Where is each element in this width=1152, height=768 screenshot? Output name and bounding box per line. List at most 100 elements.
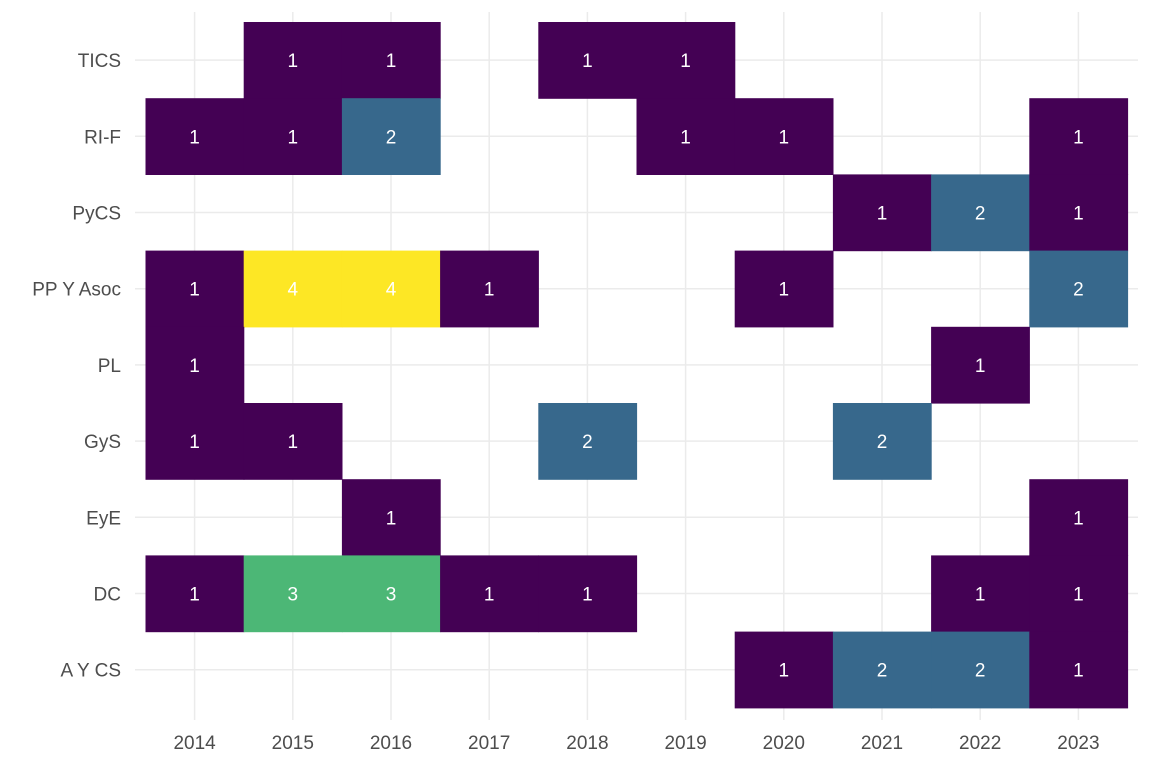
x-tick-label: 2016	[370, 733, 412, 754]
y-tick-label: DC	[94, 585, 121, 606]
cell-value-label: 1	[680, 127, 691, 148]
heatmap-cell	[734, 631, 834, 709]
cell-value-label: 1	[386, 508, 397, 529]
heatmap-cell	[1029, 631, 1129, 709]
cell-value-label: 1	[288, 432, 299, 453]
cell-value-label: 4	[288, 280, 299, 301]
cell-value-label: 1	[1073, 204, 1084, 225]
heatmap-cell	[243, 555, 343, 633]
cell-value-label: 2	[582, 432, 593, 453]
y-tick-label: RI-F	[84, 127, 121, 148]
cell-value-label: 1	[779, 127, 790, 148]
heatmap-cell	[341, 555, 441, 633]
heatmap-cell	[931, 555, 1030, 633]
y-tick-label: PL	[98, 356, 121, 377]
cell-value-label: 1	[779, 280, 790, 301]
cell-value-label: 1	[975, 356, 986, 377]
x-tick-label: 2015	[272, 733, 314, 754]
cell-value-label: 2	[1073, 280, 1084, 301]
heatmap-cell	[538, 555, 638, 633]
heatmap-cell	[243, 250, 343, 328]
heatmap-cell	[1029, 479, 1129, 556]
heatmap-cell	[243, 403, 343, 480]
x-tick-label: 2023	[1057, 733, 1099, 754]
cell-value-label: 1	[189, 585, 200, 606]
heatmap-cell	[440, 555, 539, 633]
heatmap-cell	[243, 98, 343, 175]
cell-value-label: 1	[1073, 585, 1084, 606]
x-tick-label: 2021	[861, 733, 903, 754]
cell-value-label: 2	[877, 432, 888, 453]
x-tick-label: 2014	[173, 733, 216, 754]
cell-value-label: 1	[189, 356, 200, 377]
x-tick-label: 2020	[763, 733, 805, 754]
heatmap-cell	[636, 98, 736, 175]
heatmap-cell	[145, 555, 245, 633]
cell-value-label: 1	[1073, 127, 1084, 148]
cell-value-label: 3	[288, 585, 299, 606]
heatmap-cell	[832, 403, 932, 480]
x-tick-label: 2017	[468, 733, 510, 754]
y-tick-label: PyCS	[72, 204, 121, 225]
heatmap-cell	[145, 326, 245, 404]
cell-value-label: 2	[877, 661, 888, 682]
heatmap-cell	[145, 98, 245, 175]
y-tick-label: EyE	[86, 508, 121, 529]
cell-value-label: 1	[582, 51, 593, 72]
heatmap-cell	[832, 174, 932, 252]
cell-value-label: 4	[386, 280, 397, 301]
y-tick-label: TICS	[78, 51, 121, 72]
heatmap-cell	[931, 631, 1030, 709]
heatmap-cell	[145, 403, 245, 480]
cell-value-label: 1	[975, 585, 986, 606]
y-tick-label: GyS	[84, 432, 121, 453]
cell-value-label: 1	[484, 585, 495, 606]
heatmap-cell	[341, 98, 441, 175]
cell-value-label: 2	[975, 204, 986, 225]
cell-value-label: 2	[975, 661, 986, 682]
heatmap-cell	[734, 250, 834, 328]
heatmap-cell	[931, 326, 1030, 404]
cell-value-label: 1	[189, 280, 200, 301]
heatmap-cell	[145, 250, 245, 328]
heatmap-cell	[636, 22, 736, 99]
heatmap-cell	[931, 174, 1030, 252]
heatmap-cell	[538, 22, 638, 99]
cell-value-label: 2	[386, 127, 397, 148]
heatmap-cell	[1029, 98, 1129, 175]
cell-value-label: 1	[189, 432, 200, 453]
cell-value-label: 1	[1073, 661, 1084, 682]
cell-value-label: 1	[1073, 508, 1084, 529]
cell-value-label: 1	[189, 127, 200, 148]
heatmap-cell	[440, 250, 539, 328]
x-tick-label: 2019	[664, 733, 706, 754]
cell-value-label: 1	[288, 51, 299, 72]
y-tick-label: A Y CS	[60, 661, 121, 682]
heatmap-cell	[538, 403, 638, 480]
heatmap-cell	[341, 22, 441, 99]
x-tick-label: 2018	[566, 733, 608, 754]
heatmap-cell	[1029, 174, 1129, 252]
x-tick-label: 2022	[959, 733, 1001, 754]
cell-value-label: 1	[288, 127, 299, 148]
cell-value-labels: 1 1 1 1 1 1 2 1 1 1 1 2 1 1 4 4 1 1 2 1 1 1 1 2 2 1 1 1 3 3 1 1 1 1 1 2 2 1	[189, 51, 1083, 682]
x-axis-tick-labels: 2014 2015 2016 2017 2018 2019 2020 2021 2022 2023	[173, 733, 1099, 754]
cell-value-label: 1	[582, 585, 593, 606]
cell-value-label: 1	[779, 661, 790, 682]
heatmap-cells	[145, 22, 1129, 709]
cell-value-label: 1	[680, 51, 691, 72]
heatmap-cell	[1029, 250, 1129, 328]
heatmap-cell	[341, 479, 441, 556]
cell-value-label: 1	[386, 51, 397, 72]
cell-value-label: 1	[484, 280, 495, 301]
heatmap-cell	[1029, 555, 1129, 633]
heatmap-cell	[243, 22, 343, 99]
cell-value-label: 1	[877, 204, 888, 225]
y-tick-label: PP Y Asoc	[32, 280, 121, 301]
y-axis-tick-labels: A Y CS DC EyE GyS PL PP Y Asoc PyCS RI-F TICS	[32, 51, 121, 682]
heatmap-cell	[341, 250, 441, 328]
heatmap-cell	[832, 631, 932, 709]
heatmap-cell	[734, 98, 834, 175]
cell-value-label: 3	[386, 585, 397, 606]
